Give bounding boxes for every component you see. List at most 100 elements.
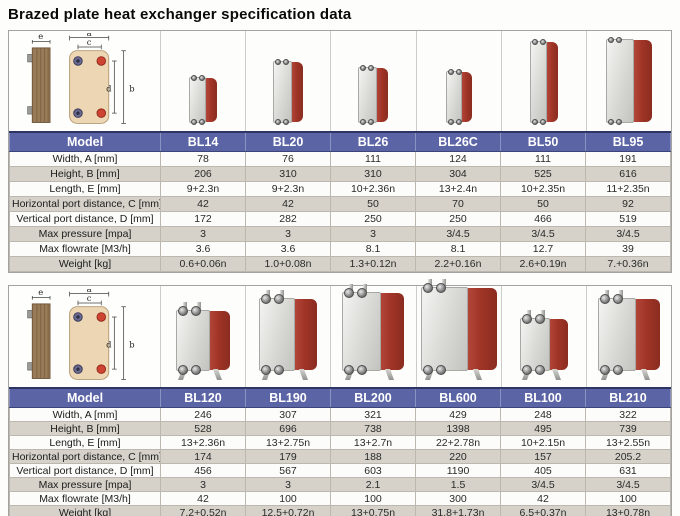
spec-value: 3 <box>160 477 246 492</box>
spec-row-label: Length, E [mm] <box>9 435 161 450</box>
spec-value: 6.5+0.37n <box>500 505 586 516</box>
hx-steel-face <box>420 287 468 371</box>
spec-value: 3 <box>245 477 331 492</box>
spec-value: 300 <box>415 491 501 506</box>
spec-value: 3/4.5 <box>585 477 671 492</box>
spec-value: 466 <box>500 211 586 227</box>
spec-row-label: Width, A [mm] <box>9 407 161 422</box>
spec-row-label: Max flowrate [M3/h] <box>9 241 161 257</box>
spec-value: 22+2.78n <box>415 435 501 450</box>
port-icon <box>607 37 614 43</box>
port-icon <box>435 365 446 375</box>
dim-label-b: b <box>129 84 134 94</box>
model-name: BL50 <box>500 131 586 152</box>
spec-value: 157 <box>500 449 586 464</box>
spec-value: 100 <box>330 491 416 506</box>
spec-value: 8.1 <box>330 241 416 257</box>
spec-value: 250 <box>330 211 416 227</box>
heat-exchanger-image <box>358 65 389 125</box>
heat-exchanger-image <box>259 290 318 380</box>
front-view <box>69 50 110 124</box>
heat-exchanger-image <box>342 284 405 380</box>
product-photo-bl120 <box>160 286 246 387</box>
heat-exchanger-image <box>176 302 231 380</box>
spec-row-label: Horizontal port distance, C [mm] <box>9 196 161 212</box>
spec-row-label: Weight [kg] <box>9 256 161 272</box>
front-view <box>69 305 110 380</box>
model-name: BL20 <box>245 131 331 152</box>
port-icon <box>447 69 454 75</box>
spec-value: 179 <box>245 449 331 464</box>
spec-value: 1190 <box>415 463 501 478</box>
spec-value: 42 <box>500 491 586 506</box>
dim-label-e: e <box>38 33 43 41</box>
spec-row-label: Horizontal port distance, C [mm] <box>9 449 161 464</box>
spec-block-large-units: e <box>8 279 672 516</box>
port-icon <box>261 294 272 304</box>
spec-row: Max flowrate [M3/h] 42 100 100 300 42 100 <box>9 491 671 506</box>
spec-row: Height, B [mm] 206 310 310 304 525 616 <box>9 166 671 182</box>
port-icon <box>455 119 462 125</box>
spec-row-label: Max flowrate [M3/h] <box>9 491 161 506</box>
dim-label-d: d <box>106 339 112 349</box>
spec-value: 3.6 <box>245 241 331 257</box>
model-name: BL26C <box>415 131 501 152</box>
product-photo-bl600 <box>415 279 501 387</box>
port-icon <box>607 119 614 125</box>
hx-steel-face <box>176 310 210 371</box>
dimension-lines <box>69 291 126 380</box>
spec-row-label: Height, B [mm] <box>9 421 161 436</box>
spec-row-label: Width, A [mm] <box>9 151 161 167</box>
spec-value: 405 <box>500 463 586 478</box>
spec-value: 1.3+0.12n <box>330 256 416 272</box>
port-icon <box>422 365 433 375</box>
spec-value: 31.8+1.73n <box>415 505 501 516</box>
spec-row-label: Max pressure [mpa] <box>9 477 161 492</box>
spec-value: 310 <box>245 166 331 182</box>
port-icon <box>599 294 610 304</box>
spec-value: 282 <box>245 211 331 227</box>
spec-row: Length, E [mm] 9+2.3n 9+2.3n 10+2.36n 13+2.4… <box>9 181 671 197</box>
hx-steel-face <box>342 292 381 371</box>
spec-table-2: Model BL120 BL190 BL200 BL600 BL100 BL210 Width… <box>9 387 671 516</box>
port-icon <box>447 119 454 125</box>
spec-row: Max pressure [mpa] 3 3 2.1 1.5 3/4.5 3/4.5 <box>9 477 671 492</box>
port-icon <box>178 306 189 316</box>
product-photo-row-2: e <box>9 279 672 387</box>
spec-table-body: Width, A [mm] 78 76 111 124 111 191 Height, B [… <box>9 151 671 272</box>
hx-steel-face <box>519 318 550 371</box>
port-icon <box>612 294 623 304</box>
spec-value: 1398 <box>415 421 501 436</box>
spec-value: 111 <box>500 151 586 167</box>
spec-row: Horizontal port distance, C [mm] 174 179 18… <box>9 449 671 464</box>
spec-row: Vertical port distance, D [mm] 456 567 603 1… <box>9 463 671 478</box>
spec-value: 528 <box>160 421 246 436</box>
spec-value: 616 <box>585 166 671 182</box>
spec-value: 304 <box>415 166 501 182</box>
spec-value: 7.2+0.52n <box>160 505 246 516</box>
port-icon <box>191 306 202 316</box>
spec-value: 631 <box>585 463 671 478</box>
port-icon <box>191 119 198 125</box>
spec-value: 3/4.5 <box>500 226 586 242</box>
port-icon <box>191 75 198 81</box>
port-icon <box>521 365 532 375</box>
model-header-row: Model BL14 BL20 BL26 BL26C BL50 BL95 <box>9 131 671 152</box>
spec-value: 322 <box>585 407 671 422</box>
spec-value: 3/4.5 <box>415 226 501 242</box>
product-photo-bl20 <box>245 31 331 131</box>
spec-value: 50 <box>330 196 416 212</box>
dimension-diagram-svg: e <box>27 33 135 124</box>
heat-exchanger-image <box>597 290 660 380</box>
spec-value: 220 <box>415 449 501 464</box>
spec-value: 603 <box>330 463 416 478</box>
dimension-diagram-1: e <box>9 31 160 131</box>
model-name: BL14 <box>160 131 246 152</box>
spec-value: 13+2.36n <box>160 435 246 450</box>
port-icon <box>531 39 538 45</box>
spec-value: 525 <box>500 166 586 182</box>
port-icon <box>615 37 622 43</box>
spec-row-label: Height, B [mm] <box>9 166 161 182</box>
dimension-lines <box>69 35 126 124</box>
port-icon <box>199 75 206 81</box>
